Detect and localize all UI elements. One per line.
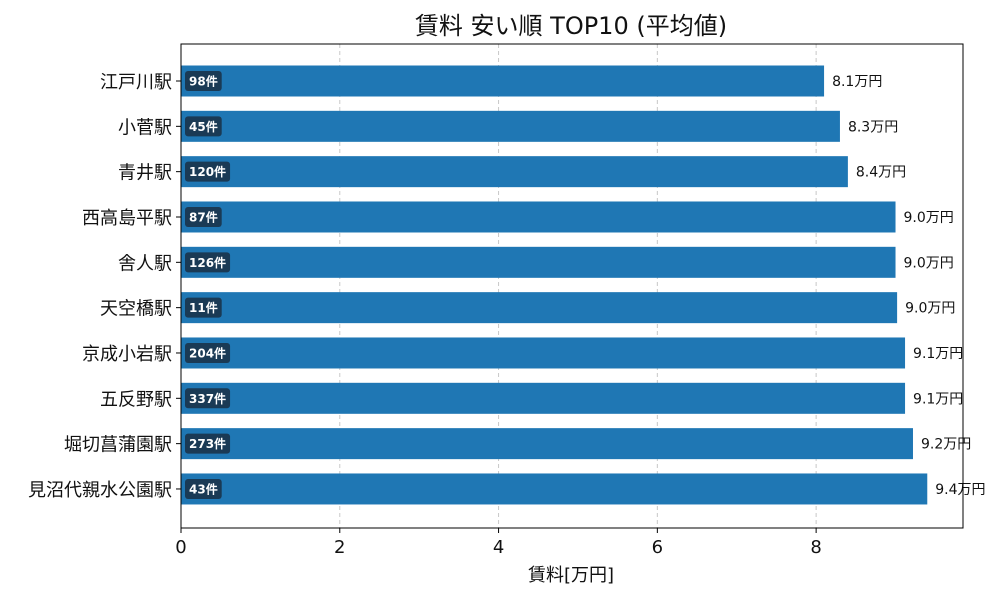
count-badge (185, 478, 222, 499)
bar (181, 156, 848, 188)
y-tick-label: 五反野駅 (100, 389, 172, 410)
count-label: 273件 (189, 436, 226, 451)
count-label: 11件 (189, 300, 218, 315)
value-label: 8.3万円 (848, 119, 898, 135)
count-badge (185, 206, 222, 227)
x-tick-label: 8 (810, 537, 821, 558)
y-tick-label: 見沼代親水公園駅 (28, 480, 172, 501)
count-label: 337件 (189, 391, 226, 406)
x-tick-label: 2 (334, 537, 345, 558)
value-label: 8.1万円 (832, 74, 882, 90)
value-label: 9.1万円 (913, 391, 963, 407)
y-tick-label: 堀切菖蒲園駅 (64, 435, 172, 456)
count-label: 87件 (189, 209, 218, 224)
count-badge (185, 433, 231, 454)
bar (181, 473, 928, 505)
count-badge (185, 342, 231, 363)
value-label: 9.0万円 (904, 210, 954, 226)
plot-frame (180, 43, 964, 529)
y-tick-label: 小菅駅 (118, 117, 172, 138)
bar (181, 428, 913, 460)
y-tick-label: 青井駅 (118, 163, 172, 184)
bar (181, 110, 840, 142)
count-label: 43件 (189, 481, 218, 496)
count-label: 98件 (189, 74, 218, 89)
y-tick-label: 天空橋駅 (100, 299, 172, 320)
y-tick-label: 西高島平駅 (82, 208, 172, 229)
count-badge (185, 297, 222, 318)
x-tick-label: 0 (175, 537, 186, 558)
value-label: 9.1万円 (913, 346, 963, 362)
bar (181, 292, 898, 324)
value-label: 9.0万円 (905, 301, 955, 317)
bar (181, 65, 825, 97)
value-label: 9.2万円 (921, 437, 971, 453)
y-tick-label: 京成小岩駅 (82, 344, 172, 365)
y-axis: 江戸川駅小菅駅青井駅西高島平駅舎人駅天空橋駅京成小岩駅五反野駅堀切菖蒲園駅見沼代… (28, 72, 181, 501)
count-badge (185, 71, 222, 91)
count-label: 204件 (189, 345, 226, 360)
y-tick-label: 舎人駅 (118, 253, 172, 274)
x-tick-label: 4 (493, 537, 504, 558)
bar (181, 337, 906, 369)
count-label: 45件 (189, 119, 218, 134)
x-tick-label: 6 (652, 537, 663, 558)
x-axis: 0 2 4 6 8 (175, 528, 822, 558)
count-badge (185, 116, 222, 137)
count-badge (185, 161, 231, 182)
x-axis-label: 賃料[万円] (528, 565, 614, 586)
bars: 8.1万円 98件 8.3万円 45件 8.4万円 120件 9.0万円 87件 9.0万円 12… (181, 65, 986, 505)
count-label: 120件 (189, 164, 226, 179)
value-label: 9.0万円 (904, 255, 954, 271)
count-label: 126件 (189, 255, 226, 270)
bar (181, 246, 896, 278)
chart-title: 賃料 安い順 TOP10 (平均値) (415, 12, 727, 40)
bar (181, 382, 906, 414)
bar (181, 201, 896, 233)
y-tick-label: 江戸川駅 (100, 72, 172, 93)
value-label: 8.4万円 (856, 165, 906, 181)
value-label: 9.4万円 (935, 482, 985, 498)
count-badge (185, 252, 231, 273)
count-badge (185, 388, 231, 409)
